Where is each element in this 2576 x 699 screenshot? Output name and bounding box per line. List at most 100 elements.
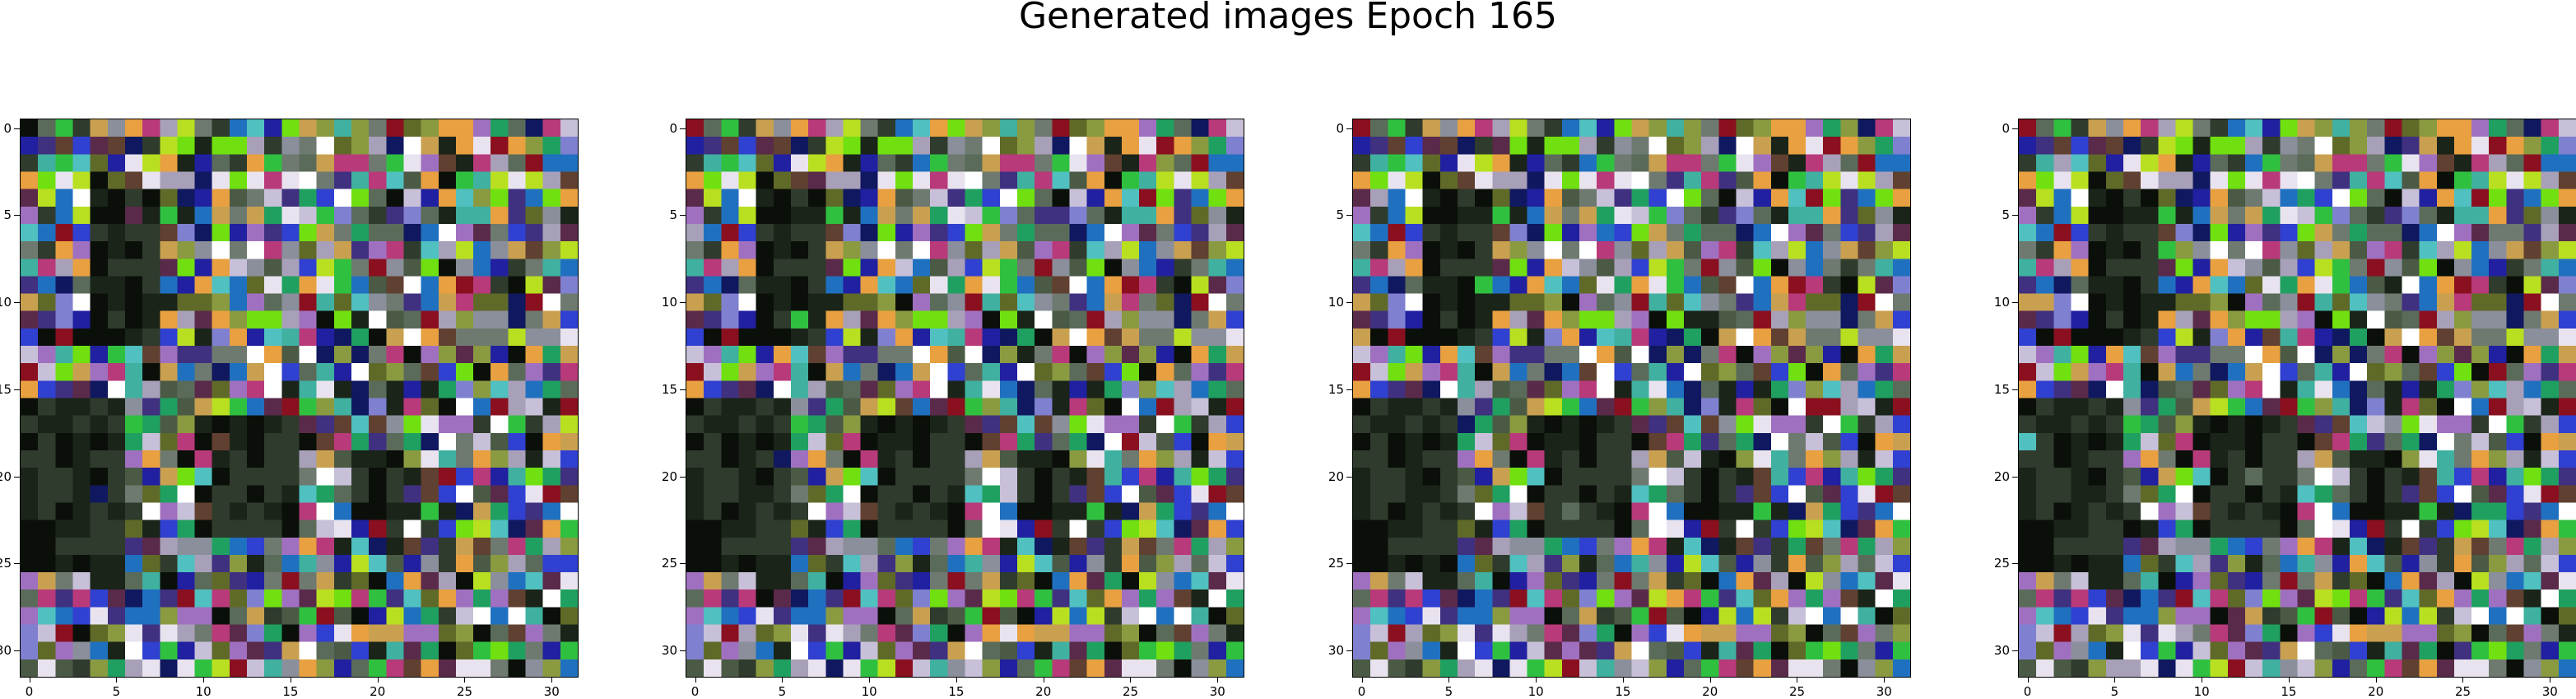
- x-tick-label: 10: [2193, 684, 2210, 699]
- figure-title: Generated images Epoch 165: [1018, 0, 1558, 37]
- y-tick-label: 15: [661, 381, 677, 397]
- x-tick: [1361, 677, 1363, 683]
- y-tick-label: 20: [0, 468, 12, 484]
- y-tick: [1346, 650, 1352, 652]
- x-tick: [2114, 677, 2116, 683]
- generated-image-1: 0 5 10 15 20 25 30 0 5 10 15 20 25 30: [0, 119, 579, 699]
- x-tick-label: 25: [1122, 684, 1139, 699]
- y-tick-label: 15: [0, 381, 12, 397]
- y-tick: [1346, 128, 1352, 129]
- y-tick: [14, 476, 20, 478]
- y-tick-label: 0: [669, 120, 677, 136]
- x-tick-label: 0: [25, 684, 34, 699]
- y-tick-label: 10: [661, 295, 677, 310]
- y-tick: [680, 215, 686, 217]
- y-tick-label: 30: [0, 643, 12, 659]
- x-tick-label: 0: [2023, 684, 2032, 699]
- y-tick: [2012, 389, 2018, 390]
- x-tick-label: 5: [778, 684, 787, 699]
- x-tick: [695, 677, 696, 683]
- x-tick: [956, 677, 957, 683]
- pixel-image: [686, 119, 1244, 677]
- y-tick: [2012, 302, 2018, 304]
- y-tick: [680, 389, 686, 390]
- x-tick-label: 0: [690, 684, 700, 699]
- y-tick-label: 20: [1328, 468, 1344, 484]
- y-tick: [14, 563, 20, 565]
- x-tick: [1622, 677, 1624, 683]
- x-tick: [2027, 677, 2029, 683]
- x-tick-label: 15: [948, 684, 965, 699]
- y-tick-label: 20: [1993, 468, 2010, 484]
- x-tick-label: 25: [2454, 684, 2471, 699]
- generated-image-3: 0 5 10 15 20 25 30 0 5 10 15 20 25 30: [1328, 119, 1911, 699]
- y-tick-label: 5: [669, 207, 677, 223]
- x-tick-label: 10: [195, 684, 212, 699]
- y-tick: [1346, 302, 1352, 304]
- x-tick: [2375, 677, 2377, 683]
- y-tick-label: 10: [1328, 295, 1344, 310]
- y-tick: [680, 128, 686, 129]
- x-tick-label: 15: [282, 684, 299, 699]
- y-tick-label: 25: [1993, 556, 2010, 571]
- y-tick: [14, 302, 20, 304]
- y-tick-label: 30: [661, 643, 677, 659]
- y-tick-label: 25: [0, 556, 12, 571]
- y-tick-label: 30: [1328, 643, 1344, 659]
- y-tick: [2012, 128, 2018, 129]
- y-tick: [14, 215, 20, 217]
- x-tick: [2462, 677, 2464, 683]
- x-tick: [1884, 677, 1886, 683]
- generated-image-4: 0 5 10 15 20 25 30 0 5 10 15 20 25 30: [1994, 119, 2576, 699]
- y-tick-label: 10: [1993, 295, 2010, 310]
- x-tick-label: 5: [2110, 684, 2119, 699]
- x-tick-label: 0: [1357, 684, 1366, 699]
- y-tick: [680, 650, 686, 652]
- x-tick: [551, 677, 553, 683]
- x-tick: [116, 677, 118, 683]
- y-tick: [2012, 476, 2018, 478]
- y-tick: [680, 302, 686, 304]
- y-tick: [1346, 563, 1352, 565]
- x-tick: [1448, 677, 1450, 683]
- y-tick: [14, 650, 20, 652]
- x-tick: [377, 677, 379, 683]
- y-tick-label: 5: [2002, 207, 2010, 223]
- y-tick: [1346, 215, 1352, 217]
- pixel-image: [1353, 119, 1910, 677]
- y-tick-label: 15: [1328, 381, 1344, 397]
- x-tick-label: 20: [2368, 684, 2384, 699]
- x-tick-label: 30: [1876, 684, 1892, 699]
- y-tick: [2012, 215, 2018, 217]
- x-tick-label: 10: [1527, 684, 1544, 699]
- pixel-image: [21, 119, 578, 677]
- x-tick-label: 25: [1788, 684, 1806, 699]
- y-tick-label: 0: [3, 120, 12, 136]
- x-tick: [1130, 677, 1132, 683]
- x-tick: [1536, 677, 1537, 683]
- y-tick: [680, 563, 686, 565]
- x-tick-label: 15: [2281, 684, 2297, 699]
- x-tick-label: 20: [1702, 684, 1718, 699]
- y-tick-label: 25: [1328, 556, 1344, 571]
- x-tick: [2288, 677, 2290, 683]
- y-tick-label: 0: [1336, 120, 1344, 136]
- y-tick-label: 25: [661, 556, 677, 571]
- y-tick-label: 30: [1993, 643, 2010, 659]
- x-tick-label: 20: [370, 684, 386, 699]
- x-tick-label: 10: [861, 684, 877, 699]
- x-tick: [869, 677, 871, 683]
- y-tick: [14, 128, 20, 129]
- x-tick-label: 20: [1035, 684, 1052, 699]
- y-tick: [2012, 563, 2018, 565]
- y-tick-label: 10: [0, 295, 12, 310]
- x-tick-label: 30: [1209, 684, 1225, 699]
- y-tick-label: 5: [1336, 207, 1344, 223]
- y-tick: [2012, 650, 2018, 652]
- x-tick-label: 5: [1444, 684, 1453, 699]
- x-tick: [782, 677, 783, 683]
- generated-image-2: 0 5 10 15 20 25 30 0 5 10 15 20 25 30: [662, 119, 1244, 699]
- pixel-image: [2019, 119, 2576, 677]
- x-tick-label: 30: [543, 684, 560, 699]
- x-tick-label: 30: [2541, 684, 2558, 699]
